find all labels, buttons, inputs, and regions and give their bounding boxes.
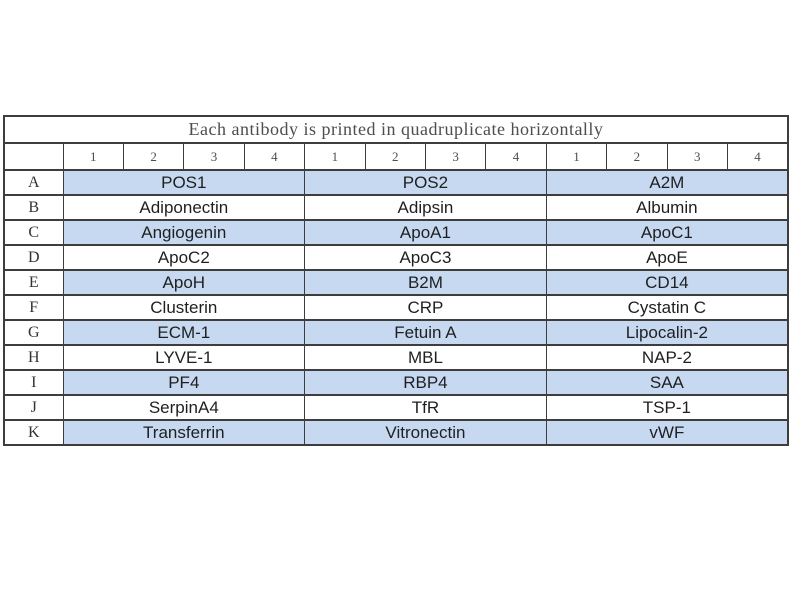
column-number-4: 4	[243, 142, 306, 171]
antibody-row-I: I PF4 RBP4 SAA	[3, 369, 789, 396]
antibody-row-G: G ECM-1 Fetuin A Lipocalin-2	[3, 319, 789, 346]
antibody-rows: A POS1 POS2 A2M B Adiponectin Adipsin Albumin C A…	[3, 169, 789, 446]
antibody-cell: ApoC1	[545, 219, 789, 246]
antibody-row-J: J SerpinA4 TfR TSP-1	[3, 394, 789, 421]
column-number-11: 3	[666, 142, 728, 171]
row-label: E	[3, 269, 64, 296]
antibody-cell: TSP-1	[545, 394, 789, 421]
antibody-cell: CRP	[304, 294, 547, 321]
antibody-cell: RBP4	[304, 369, 547, 396]
column-number-3: 3	[183, 142, 245, 171]
antibody-cell: LYVE-1	[62, 344, 306, 371]
antibody-cell: ApoA1	[304, 219, 547, 246]
antibody-cell: CD14	[545, 269, 789, 296]
row-label: D	[3, 244, 64, 271]
antibody-cell: ApoC3	[304, 244, 547, 271]
antibody-cell: Albumin	[545, 194, 789, 221]
antibody-cell: Cystatin C	[545, 294, 789, 321]
antibody-cell: MBL	[304, 344, 547, 371]
antibody-cell: A2M	[545, 169, 789, 196]
antibody-row-K: K Transferrin Vitronectin vWF	[3, 419, 789, 446]
antibody-cell: Transferrin	[62, 419, 306, 446]
column-number-2: 2	[122, 142, 185, 171]
antibody-row-B: B Adiponectin Adipsin Albumin	[3, 194, 789, 221]
antibody-row-A: A POS1 POS2 A2M	[3, 169, 789, 196]
antibody-row-D: D ApoC2 ApoC3 ApoE	[3, 244, 789, 271]
antibody-cell: NAP-2	[545, 344, 789, 371]
antibody-cell: SerpinA4	[62, 394, 306, 421]
antibody-cell: B2M	[304, 269, 547, 296]
row-label: H	[3, 344, 64, 371]
antibody-cell: ApoC2	[62, 244, 306, 271]
antibody-cell: Lipocalin-2	[545, 319, 789, 346]
antibody-cell: SAA	[545, 369, 789, 396]
corner-cell	[3, 142, 64, 171]
antibody-cell: Fetuin A	[304, 319, 547, 346]
column-number-10: 2	[606, 142, 668, 171]
row-label: A	[3, 169, 64, 196]
antibody-cell: vWF	[545, 419, 789, 446]
antibody-cell: ApoH	[62, 269, 306, 296]
column-number-5: 1	[304, 142, 366, 171]
row-label: K	[3, 419, 64, 446]
column-number-8: 4	[485, 142, 547, 171]
row-label: B	[3, 194, 64, 221]
antibody-cell: Angiogenin	[62, 219, 306, 246]
antibody-cell: Adiponectin	[62, 194, 306, 221]
antibody-cell: POS1	[62, 169, 306, 196]
antibody-cell: Clusterin	[62, 294, 306, 321]
table-title: Each antibody is printed in quadruplicat…	[3, 115, 789, 144]
row-label: F	[3, 294, 64, 321]
antibody-row-E: E ApoH B2M CD14	[3, 269, 789, 296]
antibody-row-C: C Angiogenin ApoA1 ApoC1	[3, 219, 789, 246]
antibody-cell: TfR	[304, 394, 547, 421]
column-number-9: 1	[545, 142, 608, 171]
antibody-row-F: F Clusterin CRP Cystatin C	[3, 294, 789, 321]
column-number-1: 1	[62, 142, 124, 171]
antibody-array-table: Each antibody is printed in quadruplicat…	[3, 115, 789, 446]
antibody-cell: POS2	[304, 169, 547, 196]
row-label: G	[3, 319, 64, 346]
column-number-12: 4	[726, 142, 789, 171]
antibody-row-H: H LYVE-1 MBL NAP-2	[3, 344, 789, 371]
column-number-6: 2	[364, 142, 426, 171]
title-row: Each antibody is printed in quadruplicat…	[3, 115, 789, 144]
antibody-cell: Adipsin	[304, 194, 547, 221]
antibody-cell: Vitronectin	[304, 419, 547, 446]
antibody-cell: ECM-1	[62, 319, 306, 346]
column-number-7: 3	[424, 142, 487, 171]
row-label: C	[3, 219, 64, 246]
row-label: J	[3, 394, 64, 421]
antibody-cell: PF4	[62, 369, 306, 396]
row-label: I	[3, 369, 64, 396]
antibody-cell: ApoE	[545, 244, 789, 271]
